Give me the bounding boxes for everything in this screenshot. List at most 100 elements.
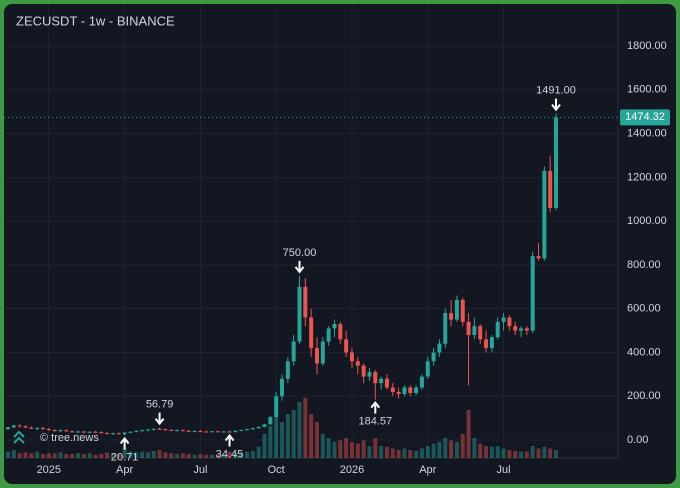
candle-body: [245, 429, 250, 431]
annotation-label: 1491.00: [536, 85, 576, 97]
volume-bar: [116, 454, 121, 458]
volume-bar: [134, 452, 139, 458]
candle-body: [221, 431, 226, 433]
volume-bar: [157, 450, 162, 458]
volume-bar: [192, 454, 197, 458]
volume-bar: [489, 446, 494, 458]
volume-bar: [180, 453, 185, 458]
volume-bar: [110, 453, 115, 458]
candle-body: [268, 417, 273, 425]
volume-bar: [29, 453, 34, 458]
candle-body: [40, 428, 45, 430]
volume-bar: [233, 453, 238, 458]
candle-body: [262, 424, 267, 427]
candle-body: [501, 317, 506, 322]
candle-body: [408, 387, 413, 393]
volume-bar: [52, 453, 57, 458]
candle-body: [425, 361, 430, 377]
volume-bar: [175, 454, 180, 458]
volume-bar: [303, 398, 308, 458]
y-tick-label: 1400.00: [627, 127, 667, 139]
candle-body: [344, 339, 349, 353]
candle-body: [367, 372, 372, 377]
candle-body: [396, 391, 401, 395]
candle-body: [390, 387, 395, 392]
candle-body: [198, 431, 203, 433]
volume-bar: [198, 454, 203, 458]
candle-body: [169, 429, 174, 431]
candle-body: [513, 326, 518, 331]
candle-body: [443, 313, 448, 344]
candle-body: [105, 433, 110, 435]
volume-bar: [215, 454, 220, 458]
y-tick-label: 1800.00: [627, 40, 667, 52]
volume-bar: [314, 422, 319, 458]
candle-body: [285, 361, 290, 379]
last-price-tag: [620, 109, 670, 126]
candle-body: [384, 378, 389, 388]
volume-bar: [6, 451, 10, 458]
candle-body: [478, 326, 483, 340]
candle-body: [134, 430, 139, 432]
chart-background: [4, 4, 676, 484]
candle-body: [320, 341, 325, 364]
volume-bar: [513, 450, 518, 458]
candle-body: [349, 352, 354, 362]
candle-body: [140, 430, 145, 432]
volume-bar: [285, 414, 290, 458]
candle-body: [6, 427, 10, 430]
volume-bar: [274, 418, 279, 458]
candle-body: [460, 299, 465, 322]
candle-body: [110, 433, 115, 435]
x-tick-label: 2025: [37, 464, 61, 476]
candle-body: [554, 117, 559, 209]
annotation-label: 34.45: [216, 448, 244, 460]
volume-bar: [70, 454, 75, 458]
candle-body: [361, 365, 366, 377]
volume-bar: [414, 450, 419, 458]
volume-bar: [454, 442, 459, 458]
volume-bar: [128, 451, 133, 458]
candle-body: [274, 396, 279, 418]
volume-bar: [519, 451, 524, 458]
candle-body: [414, 387, 419, 393]
candle-body: [239, 429, 244, 431]
volume-bar: [140, 451, 145, 458]
volume-bar: [186, 454, 191, 458]
candle-body: [122, 432, 127, 435]
volume-bar: [105, 452, 110, 458]
volume-bar: [332, 442, 337, 458]
volume-bar: [402, 448, 407, 458]
volume-bar: [548, 448, 553, 458]
volume-bar: [309, 414, 314, 458]
volume-bar: [210, 454, 215, 458]
candle-body: [419, 376, 424, 388]
volume-bar: [280, 422, 285, 458]
candle-body: [489, 337, 494, 349]
candle-body: [291, 341, 296, 362]
volume-bar: [151, 450, 156, 458]
volume-bar: [367, 446, 372, 458]
volume-bar: [384, 446, 389, 458]
candle-body: [180, 430, 185, 432]
volume-bar: [99, 454, 104, 458]
volume-bar: [58, 452, 63, 458]
candle-body: [116, 433, 121, 435]
y-tick-label: 200.00: [627, 390, 661, 402]
candle-body: [70, 431, 75, 433]
volume-bar: [40, 454, 45, 458]
volume-bar: [396, 450, 401, 458]
candle-body: [35, 428, 40, 430]
volume-bar: [419, 448, 424, 458]
volume-bar: [542, 446, 547, 458]
volume-bar: [320, 434, 325, 458]
volume-bar: [46, 453, 51, 458]
volume-bar: [169, 453, 174, 458]
candle-body: [524, 328, 529, 331]
candle-body: [81, 431, 86, 433]
y-tick-label: 600.00: [627, 303, 661, 315]
volume-bar: [349, 442, 354, 458]
volume-bar: [35, 451, 40, 458]
candle-body: [280, 378, 285, 397]
y-tick-label: 1600.00: [627, 84, 667, 96]
